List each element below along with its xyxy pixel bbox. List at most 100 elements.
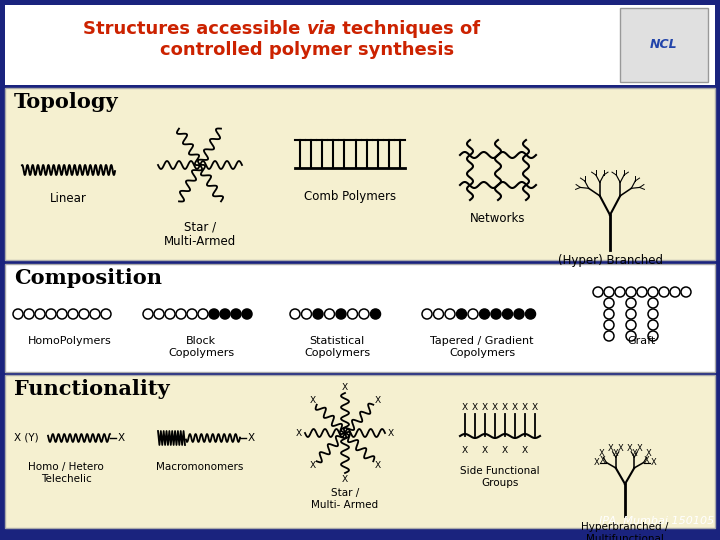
Circle shape [637, 287, 647, 297]
Text: X: X [342, 382, 348, 392]
Circle shape [503, 309, 513, 319]
Text: Statistical
Copolymers: Statistical Copolymers [304, 336, 370, 357]
Circle shape [626, 298, 636, 308]
Circle shape [325, 309, 335, 319]
Circle shape [433, 309, 444, 319]
Circle shape [456, 309, 467, 319]
Circle shape [648, 320, 658, 330]
Text: X: X [472, 403, 478, 412]
FancyBboxPatch shape [5, 264, 715, 372]
Text: Functionality: Functionality [14, 379, 170, 399]
Text: X: X [631, 449, 637, 458]
Circle shape [143, 309, 153, 319]
Text: Comb Polymers: Comb Polymers [304, 190, 396, 203]
Circle shape [604, 287, 614, 297]
Circle shape [626, 287, 636, 297]
Text: Side Functional
Groups: Side Functional Groups [460, 466, 540, 488]
FancyBboxPatch shape [5, 88, 715, 260]
Text: Tapered / Gradient
Copolymers: Tapered / Gradient Copolymers [431, 336, 534, 357]
Circle shape [348, 309, 358, 319]
Circle shape [670, 287, 680, 297]
Circle shape [165, 309, 175, 319]
Text: X: X [626, 444, 632, 453]
Circle shape [313, 309, 323, 319]
Circle shape [514, 309, 524, 319]
Circle shape [359, 309, 369, 319]
FancyBboxPatch shape [5, 5, 715, 85]
Circle shape [593, 287, 603, 297]
Text: X: X [388, 429, 394, 437]
FancyBboxPatch shape [5, 375, 715, 528]
Circle shape [604, 298, 614, 308]
Circle shape [101, 309, 111, 319]
Circle shape [681, 287, 691, 297]
Circle shape [231, 309, 241, 319]
Text: Star /
Multi-Armed: Star / Multi-Armed [164, 220, 236, 248]
Circle shape [468, 309, 478, 319]
Circle shape [302, 309, 312, 319]
Text: X: X [310, 396, 315, 405]
Text: X: X [462, 446, 468, 455]
Text: X: X [608, 444, 613, 453]
Text: HomoPolymers: HomoPolymers [28, 336, 112, 346]
Circle shape [604, 331, 614, 341]
Circle shape [79, 309, 89, 319]
Circle shape [176, 309, 186, 319]
Text: X: X [118, 433, 125, 443]
Text: Homo / Hetero
Telechelic: Homo / Hetero Telechelic [28, 462, 104, 484]
Text: Macromonomers: Macromonomers [156, 462, 243, 472]
Circle shape [46, 309, 56, 319]
Circle shape [445, 309, 455, 319]
Text: (Hyper) Branched: (Hyper) Branched [557, 254, 662, 267]
Text: X: X [593, 458, 599, 467]
Text: X: X [296, 429, 302, 437]
Circle shape [626, 309, 636, 319]
Text: X: X [374, 396, 381, 405]
Text: Linear: Linear [50, 192, 86, 205]
Circle shape [13, 309, 23, 319]
Circle shape [209, 309, 219, 319]
Circle shape [187, 309, 197, 319]
Circle shape [336, 309, 346, 319]
Text: X: X [462, 403, 468, 412]
Text: X: X [644, 456, 650, 465]
Text: X: X [512, 403, 518, 412]
Circle shape [422, 309, 432, 319]
Text: X: X [600, 456, 606, 465]
Text: X: X [248, 433, 255, 443]
Circle shape [648, 331, 658, 341]
Text: X: X [310, 461, 315, 470]
Circle shape [648, 309, 658, 319]
Text: X: X [646, 449, 652, 458]
Circle shape [371, 309, 380, 319]
Text: X (Y): X (Y) [14, 433, 39, 443]
Text: X: X [613, 449, 618, 458]
Text: X: X [342, 475, 348, 483]
Text: techniques of: techniques of [336, 20, 480, 38]
Circle shape [604, 309, 614, 319]
Circle shape [659, 287, 669, 297]
Text: Networks: Networks [470, 212, 526, 225]
Text: X: X [532, 403, 538, 412]
Text: X: X [502, 446, 508, 455]
Circle shape [480, 309, 490, 319]
Circle shape [220, 309, 230, 319]
Circle shape [626, 320, 636, 330]
Text: X: X [482, 403, 488, 412]
Text: Graft: Graft [628, 336, 656, 346]
Text: Composition: Composition [14, 268, 162, 288]
Text: X: X [482, 446, 488, 455]
Text: X: X [374, 461, 381, 470]
FancyBboxPatch shape [620, 8, 708, 82]
Text: Hyperbranched /
Multifunctional: Hyperbranched / Multifunctional [581, 522, 669, 540]
Circle shape [57, 309, 67, 319]
Text: Star /
Multi- Armed: Star / Multi- Armed [312, 488, 379, 510]
Text: Block
Copolymers: Block Copolymers [168, 336, 234, 357]
Text: via: via [307, 20, 337, 38]
Circle shape [154, 309, 164, 319]
Circle shape [35, 309, 45, 319]
Text: Structures accessible: Structures accessible [84, 20, 307, 38]
Circle shape [198, 309, 208, 319]
Text: X: X [522, 446, 528, 455]
Circle shape [90, 309, 100, 319]
